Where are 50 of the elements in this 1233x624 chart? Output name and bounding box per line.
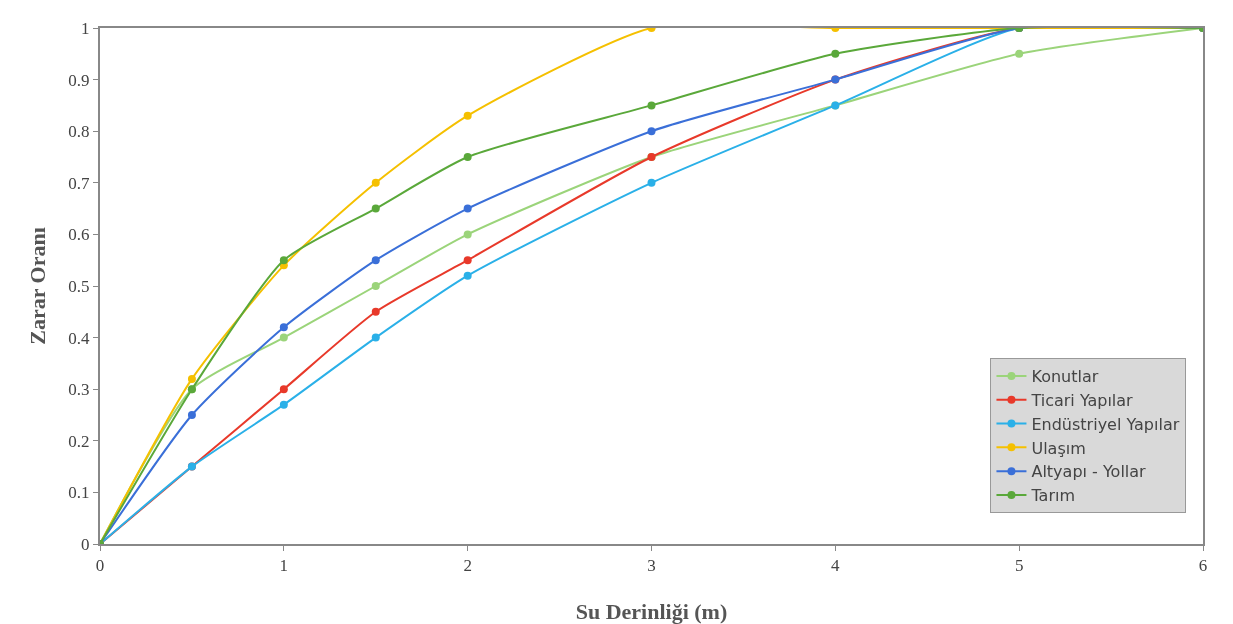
- point: [371, 282, 380, 290]
- y-tick-label: 0.6: [68, 225, 90, 245]
- point: [463, 230, 472, 239]
- x-tick-label: 1: [279, 556, 289, 576]
- x-tick-label: 4: [831, 556, 841, 576]
- x-tick-label: 6: [1198, 556, 1208, 576]
- y-tick-label: 0.3: [68, 380, 90, 400]
- y-tick-label: 1: [81, 18, 90, 38]
- point: [371, 204, 380, 213]
- y-tick-label: 0.7: [68, 173, 91, 193]
- point: [371, 333, 380, 342]
- legend-label: Endüstriyel Yapılar: [1031, 414, 1180, 434]
- point: [187, 411, 196, 419]
- point: [463, 204, 472, 213]
- point: [463, 111, 472, 120]
- point: [463, 153, 472, 161]
- point: [1015, 49, 1024, 58]
- legend-label: Ulaşım: [1031, 438, 1086, 458]
- point: [279, 385, 288, 394]
- y-tick-label: 0.2: [68, 431, 90, 451]
- point: [647, 178, 656, 187]
- y-tick-label: 0.5: [68, 276, 90, 296]
- point: [279, 256, 288, 265]
- y-axis-title: Zarar Oranı: [25, 227, 50, 345]
- point: [463, 271, 472, 280]
- point: [279, 400, 288, 409]
- point: [647, 101, 656, 110]
- y-tick-label: 0.1: [68, 483, 90, 503]
- y-tick-label: 0.4: [68, 328, 91, 348]
- x-tick-label: 5: [1014, 556, 1024, 576]
- x-tick-label: 2: [463, 556, 472, 576]
- x-tick-label: 0: [95, 556, 105, 576]
- point: [371, 256, 380, 265]
- point: [187, 374, 196, 383]
- point: [371, 178, 380, 187]
- y-tick-label: 0.8: [68, 122, 90, 142]
- point: [371, 307, 380, 316]
- point: [647, 127, 656, 136]
- x-tick-label: 3: [647, 556, 656, 576]
- x-axis-title: Su Derinliği (m): [575, 599, 728, 624]
- point: [831, 49, 840, 58]
- legend-label: Tarım: [1030, 486, 1075, 506]
- y-tick-label: 0.9: [68, 70, 90, 90]
- point: [279, 333, 288, 342]
- point: [279, 323, 288, 332]
- legend-label: Ticari Yapılar: [1030, 390, 1134, 410]
- point: [463, 256, 472, 265]
- y-tick-label: 0: [81, 534, 90, 554]
- legend-label: Konutlar: [1031, 367, 1099, 387]
- legend-label: Altyapı - Yollar: [1031, 462, 1147, 482]
